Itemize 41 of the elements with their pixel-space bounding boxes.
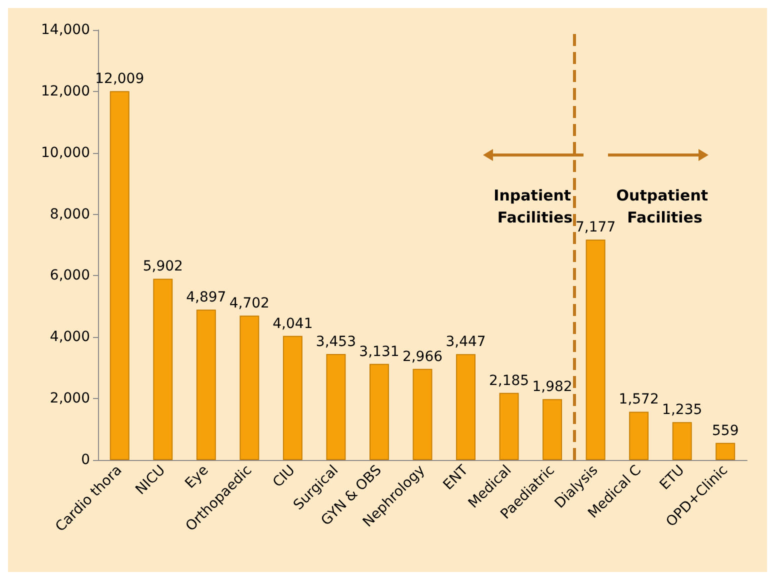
bar	[629, 412, 649, 460]
bar	[196, 310, 216, 460]
data-label: 4,702	[229, 296, 270, 312]
y-tick-label: 14,000	[41, 22, 90, 38]
y-tick-label: 10,000	[41, 144, 90, 161]
annotation: Inpatient Facilities	[494, 186, 576, 226]
data-label: 1,572	[618, 392, 659, 408]
data-label: 559	[712, 422, 739, 439]
bar	[586, 240, 606, 460]
data-label: 1,235	[662, 402, 702, 418]
data-label: 12,009	[95, 71, 144, 88]
data-label: 1,982	[532, 379, 572, 396]
bar	[456, 354, 476, 460]
y-tick-label: 12,000	[41, 83, 90, 100]
data-label: 7,177	[576, 220, 616, 236]
data-label: 3,131	[359, 344, 400, 360]
data-label: 5,902	[142, 258, 183, 275]
bar	[716, 442, 736, 460]
bar	[672, 422, 692, 460]
bar	[412, 368, 432, 460]
bar	[282, 336, 302, 460]
x-tick-label: CIU	[270, 462, 298, 491]
data-label: 3,447	[446, 334, 486, 350]
data-label: 4,897	[186, 290, 226, 306]
y-tick-label: 8,000	[50, 206, 90, 222]
y-tick-label: 2,000	[50, 390, 90, 407]
y-tick-label: 6,000	[50, 268, 90, 284]
bar	[326, 354, 346, 460]
y-tick-label: 4,000	[50, 329, 90, 346]
data-label: 4,041	[272, 316, 313, 332]
data-label: 2,185	[488, 372, 530, 389]
bar	[110, 91, 130, 460]
data-label: 3,453	[316, 334, 356, 350]
bar	[153, 278, 173, 460]
bar	[499, 392, 519, 460]
annotation: Outpatient Facilities	[616, 186, 714, 226]
bar	[240, 316, 260, 460]
data-label: 2,966	[402, 348, 443, 365]
bar	[542, 399, 562, 460]
y-tick-label: 0	[81, 452, 90, 468]
bar	[370, 364, 389, 460]
